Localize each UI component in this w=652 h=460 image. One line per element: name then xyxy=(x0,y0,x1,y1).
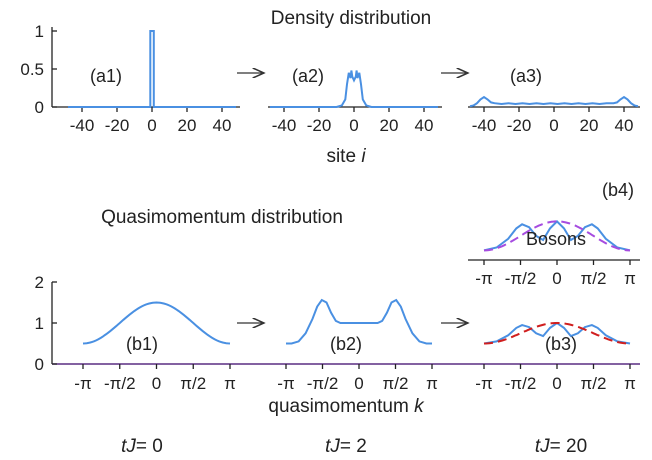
k-tick-label: 0 xyxy=(354,374,363,393)
site-tick-label: 40 xyxy=(615,116,634,135)
k-tick-label: π/2 xyxy=(180,374,206,393)
curve-b3-fit xyxy=(484,322,630,345)
site-tick-label: 0 xyxy=(147,116,156,135)
site-tick-label: -40 xyxy=(472,116,497,135)
site-axis-label: site i xyxy=(326,146,366,167)
site-tick-label: 20 xyxy=(178,116,197,135)
k-tick-label: π xyxy=(224,374,236,393)
time-label-1: tJ= 2 xyxy=(325,436,367,457)
k-tick-label: -π/2 xyxy=(104,374,136,393)
site-tick-label: -20 xyxy=(507,116,532,135)
quasi-ytick-label: 1 xyxy=(35,314,44,333)
k-tick-label: π/2 xyxy=(581,374,607,393)
site-tick-label: 20 xyxy=(380,116,399,135)
panel-label-a3: (a3) xyxy=(510,66,542,86)
curve-b2 xyxy=(286,298,432,345)
k-tick-label: π xyxy=(426,374,438,393)
site-tick-label: 0 xyxy=(349,116,358,135)
panel-label-a1: (a1) xyxy=(90,66,122,86)
site-ticks: -40 -20 0 20 40 -40 -20 0 20 40 -40 -20 0 20 40 xyxy=(70,107,634,135)
time-label-2: tJ= 20 xyxy=(535,436,587,457)
site-tick-label: 40 xyxy=(415,116,434,135)
panel-label-b1: (b1) xyxy=(126,334,158,354)
k-tick-label: -π xyxy=(74,374,91,393)
panel-label-a2: (a2) xyxy=(292,66,324,86)
curve-a2 xyxy=(270,70,438,108)
k-axis-label: quasimomentum k xyxy=(268,396,425,417)
k-tick-label: -π/2 xyxy=(505,269,537,288)
k-tick-label: 0 xyxy=(552,269,561,288)
site-tick-label: -20 xyxy=(307,116,332,135)
panel-label-b4: (b4) xyxy=(602,180,634,200)
quasimomentum-title: Quasimomentum distribution xyxy=(101,207,343,228)
quasi-yticks: 2 1 0 xyxy=(35,273,57,374)
k-tick-label: 0 xyxy=(152,374,161,393)
k-ticks: -π -π/2 0 π/2 π -π -π/2 0 π/2 π -π -π/2 0 π/2 π -π -π/2 0… xyxy=(74,260,636,393)
k-tick-label: -π/2 xyxy=(307,374,339,393)
k-tick-label: π xyxy=(624,269,636,288)
curve-a3 xyxy=(469,95,639,108)
panel-label-b2: (b2) xyxy=(330,334,362,354)
site-tick-label: -20 xyxy=(105,116,130,135)
quasi-ytick-label: 0 xyxy=(35,355,44,374)
site-tick-label: 0 xyxy=(549,116,558,135)
curve-b4 xyxy=(483,219,631,252)
k-tick-label: -π xyxy=(475,374,492,393)
site-tick-label: -40 xyxy=(70,116,95,135)
k-tick-label: π/2 xyxy=(383,374,409,393)
k-tick-label: -π/2 xyxy=(505,374,537,393)
site-tick-label: 40 xyxy=(213,116,232,135)
density-ytick-label: 1 xyxy=(35,22,44,41)
curve-a1 xyxy=(68,30,236,108)
curve-b4-fit xyxy=(484,220,630,252)
site-tick-label: 20 xyxy=(580,116,599,135)
density-ytick-label: 0 xyxy=(35,98,44,117)
site-tick-label: -40 xyxy=(272,116,297,135)
panel-label-b3: (b3) xyxy=(545,334,577,354)
density-yticks: 10.50 xyxy=(20,22,57,117)
quasi-ytick-label: 2 xyxy=(35,273,44,292)
density-ytick-label: 0.5 xyxy=(20,60,44,79)
k-tick-label: -π xyxy=(277,374,294,393)
k-tick-label: 0 xyxy=(552,374,561,393)
k-tick-label: π/2 xyxy=(581,269,607,288)
k-tick-label: -π xyxy=(475,269,492,288)
bosons-label: Bosons xyxy=(526,229,586,249)
time-label-0: tJ= 0 xyxy=(121,436,163,457)
k-tick-label: π xyxy=(624,374,636,393)
density-title: Density distribution xyxy=(271,8,432,29)
curve-b1 xyxy=(82,301,231,345)
